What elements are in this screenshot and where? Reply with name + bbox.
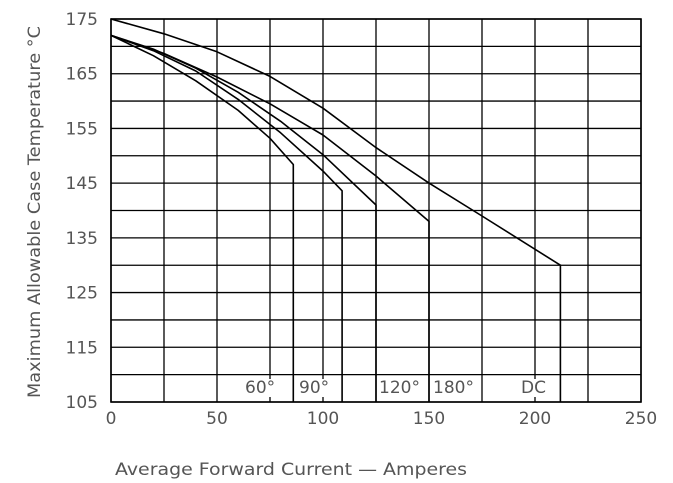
- series-label: DC: [521, 378, 546, 398]
- x-tick-label: 150: [413, 409, 445, 429]
- series-line: [110, 34, 343, 402]
- x-tick-label: 250: [625, 409, 657, 429]
- series-label-background: [244, 379, 277, 397]
- x-tick-label: 0: [106, 409, 117, 429]
- y-tick-label: 175: [66, 10, 98, 30]
- y-tick-label: 155: [66, 119, 98, 139]
- series-label: 180°: [433, 378, 474, 398]
- x-axis-title: Average Forward Current — Amperes: [115, 460, 467, 480]
- series-label-background: [378, 379, 421, 397]
- series-label-background: [298, 379, 331, 397]
- series-label: 60°: [245, 378, 275, 398]
- x-tick-label: 50: [206, 409, 228, 429]
- series-label-background: [520, 379, 547, 397]
- series-label-background: [432, 379, 475, 397]
- x-tick-label: 100: [307, 409, 339, 429]
- y-tick-label: 165: [66, 65, 98, 85]
- series-line: [110, 34, 295, 402]
- series-label: 90°: [299, 378, 329, 398]
- x-tick-label: 200: [519, 409, 551, 429]
- y-tick-label: 125: [66, 284, 98, 304]
- series-line: [110, 34, 430, 402]
- y-tick-label: 145: [66, 174, 98, 194]
- y-axis-title: Maximum Allowable Case Temperature °C: [25, 26, 45, 398]
- series-line: [110, 18, 562, 402]
- y-tick-label: 105: [66, 393, 98, 413]
- axis-title-background: [115, 460, 468, 480]
- y-tick-label: 115: [66, 338, 98, 358]
- series-label: 120°: [379, 378, 420, 398]
- y-tick-label: 135: [66, 229, 98, 249]
- series-labels: 60° 90° 120° 180° DC: [244, 378, 547, 398]
- series-lines: [110, 18, 562, 402]
- tick-labels: 0 50 100 150 200 250 105 115 125 135 145 155 165 175: [66, 10, 658, 429]
